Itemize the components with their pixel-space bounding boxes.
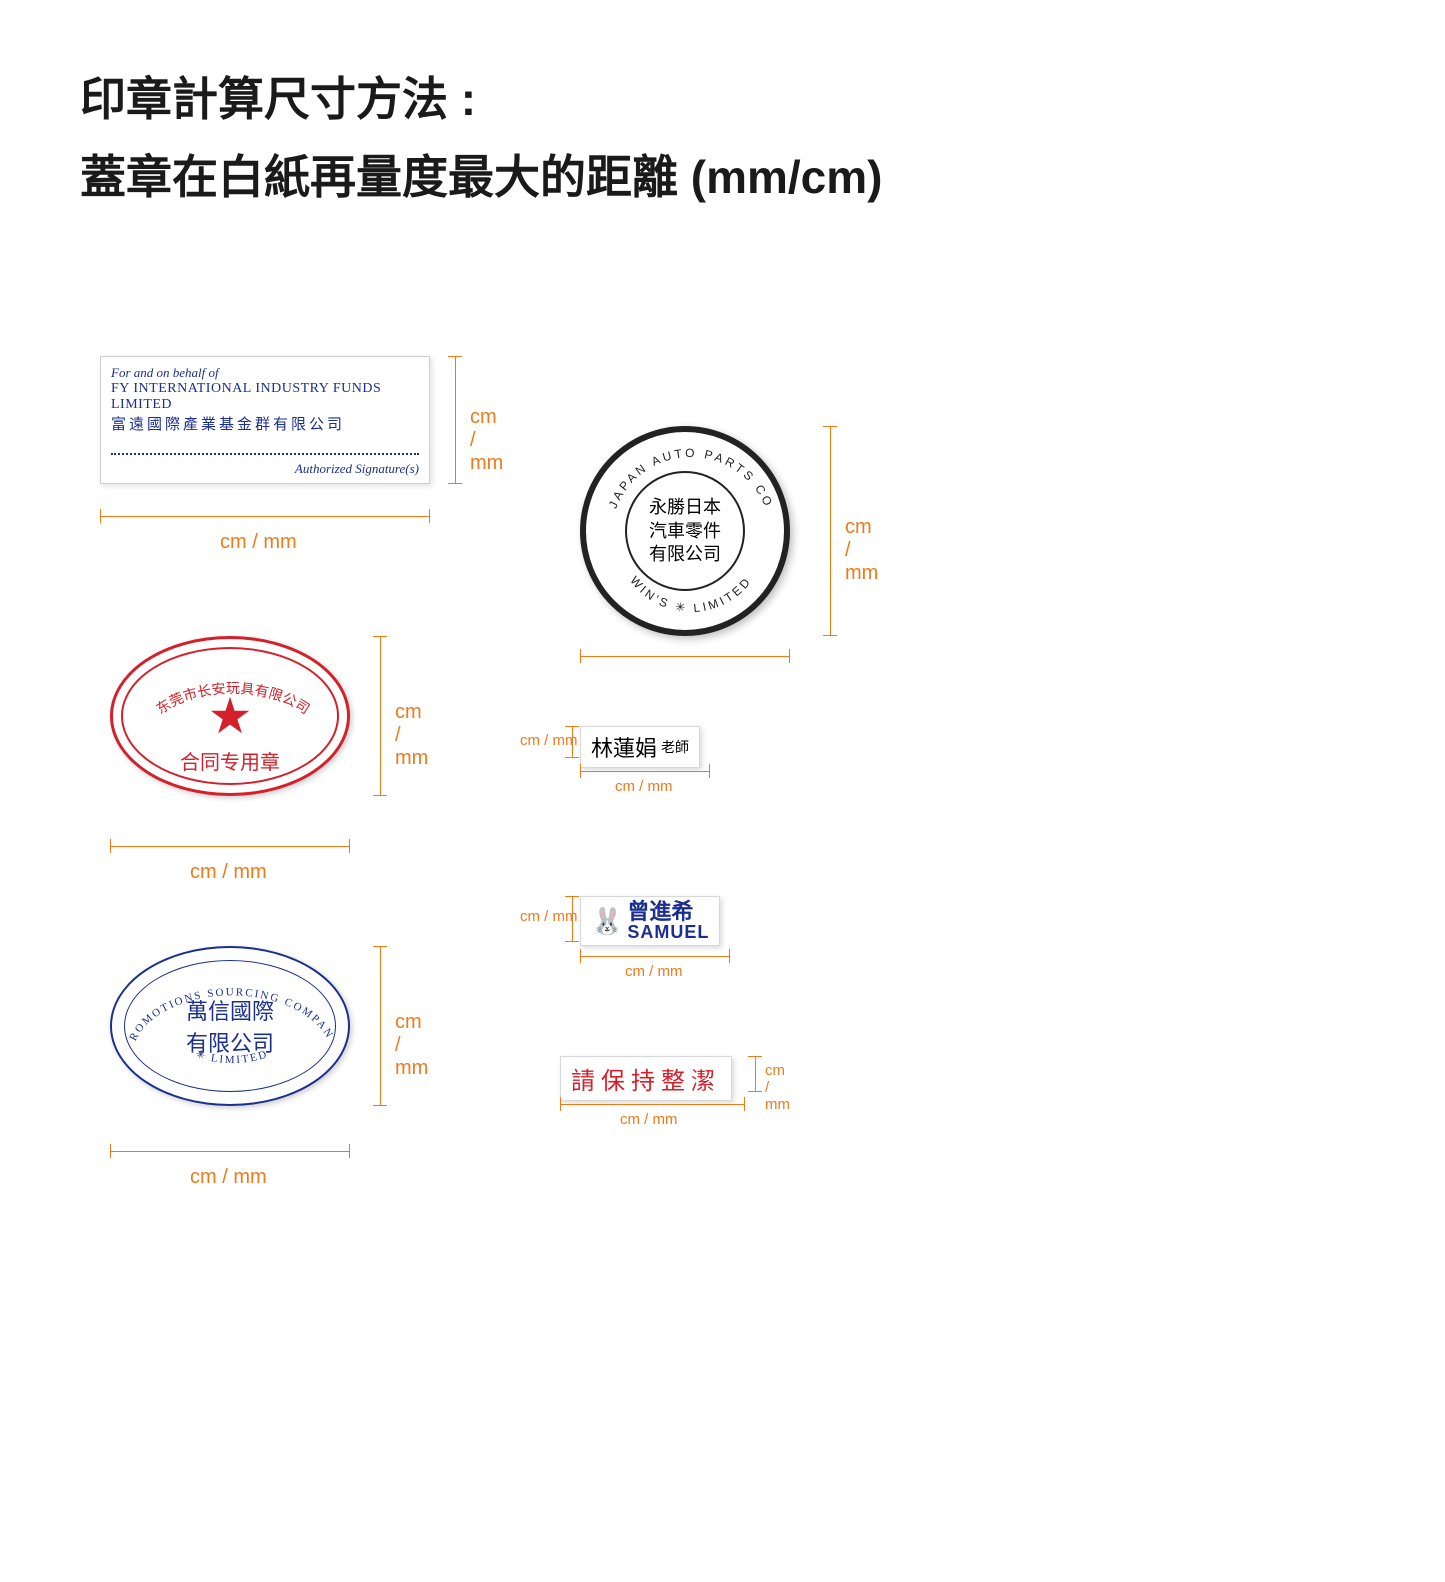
stamp-rect-line1: For and on behalf of [111, 365, 419, 381]
stamp-name1-main: 林蓮娟 [591, 731, 657, 763]
dimension-label: cm / mm [190, 861, 267, 884]
dimension-line-v [455, 356, 456, 484]
dimension-line-v [572, 726, 573, 758]
dimension-label: cm / mm [625, 963, 683, 980]
dimension-label: cm / mm [395, 1011, 428, 1080]
dimension-label: cm / mm [190, 1166, 267, 1189]
stamp-oval-blue-c1: 萬信國際 [186, 994, 274, 1026]
dimension-line-h [580, 956, 730, 957]
stamp-oval-red-star: ★ [208, 687, 253, 745]
stamp-rect-group: For and on behalf of FY INTERNATIONAL IN… [100, 356, 430, 484]
dimension-label: cm / mm [520, 908, 578, 925]
dimension-line-v [755, 1056, 756, 1092]
dimension-label: cm / mm [470, 406, 503, 475]
stamp-oval-red-bottom: 合同专用章 [180, 746, 280, 775]
dimension-label: cm / mm [220, 531, 297, 554]
dimension-line-h [560, 1104, 745, 1105]
stamp-name1-sub: 老師 [661, 737, 689, 757]
stamp-name1-group: cm / mm 林蓮娟 老師 cm / mm [580, 726, 700, 768]
dimension-line-h [100, 516, 430, 517]
stamp-rect-line2: FY INTERNATIONAL INDUSTRY FUNDS LIMITED [111, 381, 419, 413]
title-line-1: 印章計算尺寸方法 : [80, 60, 1365, 138]
dimension-line-v [380, 946, 381, 1106]
stamp-rect-dotted-line [111, 453, 419, 455]
stamp-circle-group: JAPAN AUTO PARTS CO WIN'S ✳ LIMITED 永勝日本… [580, 426, 790, 636]
title-block: 印章計算尺寸方法 : 蓋章在白紙再量度最大的距離 (mm/cm) [80, 60, 1365, 216]
rabbit-icon: 🐰 [591, 906, 623, 937]
stamp-name1: 林蓮娟 老師 [580, 726, 700, 768]
stamp-circle-arc-top: JAPAN AUTO PARTS CO [606, 446, 777, 510]
stamp-rect-line4: Authorized Signature(s) [295, 461, 419, 477]
stamp-name3-group: 請保持整潔 cm / mm cm / mm [560, 1056, 732, 1101]
stamp-name2-group: cm / mm 🐰 曾進希 SAMUEL cm / mm [580, 896, 720, 946]
dimension-line-v [380, 636, 381, 796]
stamp-name3: 請保持整潔 [560, 1056, 732, 1101]
stamp-name2-main: 曾進希 [627, 901, 709, 923]
dimension-line-v [572, 896, 573, 942]
stamp-oval-red: 东莞市长安玩具有限公司 ★ 合同专用章 [110, 636, 350, 796]
stamp-circle: JAPAN AUTO PARTS CO WIN'S ✳ LIMITED 永勝日本… [580, 426, 790, 636]
stamp-rect: For and on behalf of FY INTERNATIONAL IN… [100, 356, 430, 484]
stamp-oval-blue: PROMOTIONS SOURCING COMPANY ✳ LIMITED 萬信… [110, 946, 350, 1106]
stamp-name2: 🐰 曾進希 SAMUEL [580, 896, 720, 946]
stamp-oval-blue-group: PROMOTIONS SOURCING COMPANY ✳ LIMITED 萬信… [110, 946, 350, 1106]
dimension-line-h [580, 656, 790, 657]
dimension-line-h [110, 846, 350, 847]
dimension-label: cm / mm [620, 1111, 678, 1128]
dimension-label: cm / mm [765, 1062, 790, 1113]
stamp-name3-main: 請保持整潔 [571, 1061, 721, 1096]
dimension-label: cm / mm [395, 701, 428, 770]
dimension-label: cm / mm [615, 778, 673, 795]
stamp-name2-eng: SAMUEL [627, 923, 709, 941]
dimension-label: cm / mm [845, 516, 878, 585]
title-line-2: 蓋章在白紙再量度最大的距離 (mm/cm) [80, 138, 1365, 216]
svg-text:JAPAN AUTO PARTS CO: JAPAN AUTO PARTS CO [606, 446, 777, 510]
stamp-circle-arc-svg: JAPAN AUTO PARTS CO WIN'S ✳ LIMITED [586, 432, 796, 642]
stamp-oval-red-group: 东莞市长安玩具有限公司 ★ 合同专用章 cm / mm cm / mm [110, 636, 350, 796]
stamp-circle-arc-bottom: WIN'S ✳ LIMITED [627, 574, 754, 616]
dimension-line-h [110, 1151, 350, 1152]
dimension-label: cm / mm [520, 732, 578, 749]
svg-text:WIN'S ✳ LIMITED: WIN'S ✳ LIMITED [627, 574, 754, 616]
dimension-line-h [580, 771, 710, 772]
stamp-rect-line3: 富遠國際產業基金群有限公司 [111, 413, 419, 434]
dimension-line-v [830, 426, 831, 636]
diagram-area: For and on behalf of FY INTERNATIONAL IN… [80, 356, 1365, 1456]
stamp-oval-blue-c2: 有限公司 [186, 1026, 274, 1058]
